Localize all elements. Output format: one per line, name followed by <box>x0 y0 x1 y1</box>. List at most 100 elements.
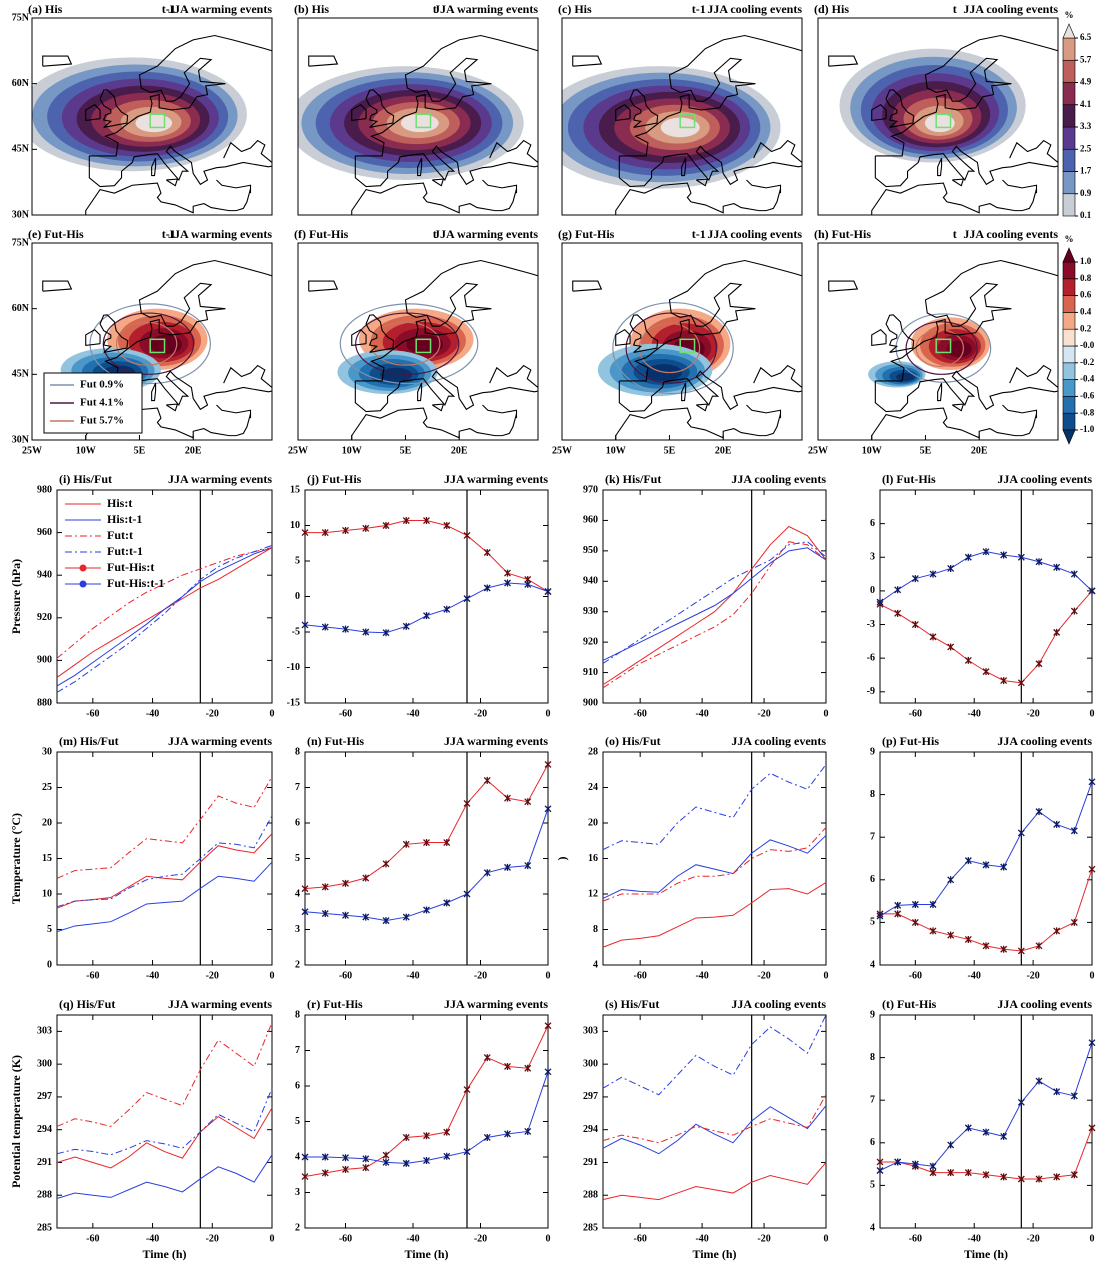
marker <box>544 1068 552 1076</box>
marker <box>504 794 511 802</box>
series-line <box>602 547 827 661</box>
series-line <box>305 1071 549 1164</box>
x-tick-label: -40 <box>968 708 981 719</box>
marker <box>443 839 451 847</box>
marker <box>964 656 972 664</box>
contour-area <box>896 372 915 382</box>
series-line <box>305 520 549 592</box>
x-tick-label: -60 <box>86 970 99 981</box>
x-tick-label: -40 <box>695 708 708 719</box>
colorbar-unit: % <box>1065 234 1074 244</box>
marker <box>524 1064 532 1072</box>
marker <box>443 1128 451 1136</box>
marker <box>524 580 532 588</box>
y-tick-label: 930 <box>583 606 598 617</box>
marker <box>463 1086 471 1094</box>
x-tick-label: -40 <box>968 1233 981 1244</box>
marker <box>423 1157 430 1165</box>
x-tick-label: -20 <box>1026 1233 1039 1244</box>
marker <box>911 575 919 583</box>
coastline <box>216 179 252 194</box>
marker <box>929 1162 937 1170</box>
coastline <box>489 364 538 388</box>
marker <box>423 1132 430 1140</box>
coastline <box>216 404 252 419</box>
x-tick-label: -40 <box>146 708 159 719</box>
panel-title: JJA cooling events <box>731 472 826 486</box>
color-band <box>1062 104 1076 128</box>
x-tick-label: 0 <box>1090 1233 1095 1244</box>
marker <box>423 517 430 525</box>
marker <box>964 1124 972 1132</box>
marker <box>342 911 349 919</box>
colorbar-tick-label: 3.3 <box>1080 121 1092 131</box>
x-tick-label: -20 <box>206 970 219 981</box>
marker <box>382 917 390 925</box>
colorbar-tick-label: -0.8 <box>1080 407 1095 417</box>
map-frame <box>31 242 273 441</box>
coastline <box>355 34 538 157</box>
y-tick-label: 5 <box>295 1116 300 1127</box>
marker <box>362 1164 370 1172</box>
y-tick-label: 920 <box>37 612 52 623</box>
color-band <box>1062 23 1076 39</box>
marker <box>1017 1175 1025 1183</box>
marker <box>1035 1077 1043 1085</box>
y-tick-label: 15 <box>42 853 52 864</box>
x-tick-label: 0 <box>824 708 829 719</box>
legend-label: Fut 4.1% <box>80 397 124 409</box>
marker <box>342 625 349 633</box>
marker <box>402 517 410 525</box>
coastline <box>619 259 802 382</box>
x-tick-label: 25W <box>808 445 828 456</box>
y-tick-label: 297 <box>37 1091 52 1102</box>
x-tick-label: -40 <box>406 708 419 719</box>
y-tick-label: 8 <box>870 1052 875 1063</box>
panel-title: (j) Fut-His <box>307 472 362 486</box>
plot-frame <box>56 751 273 966</box>
marker <box>362 913 370 921</box>
x-tick-label: -20 <box>757 1233 770 1244</box>
colorbar-tick-label: 0.6 <box>1080 290 1092 300</box>
marker <box>483 1133 491 1141</box>
coastline <box>885 89 915 128</box>
panel-title: JJA warming events <box>434 2 538 16</box>
coastline <box>828 55 859 67</box>
map-panel <box>308 259 538 440</box>
legend-label: His:t <box>107 496 132 510</box>
color-band <box>1062 37 1076 61</box>
panel-title: (o) His/Fut <box>605 734 661 748</box>
x-tick-label: 10W <box>76 445 96 456</box>
y-tick-label: 4 <box>870 1222 875 1233</box>
x-tick-label: 5E <box>920 445 932 456</box>
x-tick-label: -60 <box>909 1233 922 1244</box>
target-box <box>935 338 952 354</box>
panel-title: JJA cooling events <box>963 227 1058 241</box>
x-tick-label: 25W <box>288 445 308 456</box>
x-tick-label: 0 <box>824 1233 829 1244</box>
coastline <box>753 139 802 163</box>
x-tick-label: -40 <box>146 1233 159 1244</box>
contour-area <box>946 340 972 358</box>
y-tick-label: 950 <box>583 545 598 556</box>
coastline <box>99 314 129 353</box>
panel-title: (i) His/Fut <box>59 472 112 486</box>
contour-area <box>915 329 965 368</box>
map-frame <box>297 242 539 441</box>
marker <box>894 910 902 918</box>
marker <box>929 927 937 935</box>
marker <box>362 628 370 636</box>
y-tick-label: 288 <box>37 1190 52 1201</box>
coastline <box>875 34 1058 157</box>
x-tick-label: -20 <box>474 1233 487 1244</box>
panel-title: JJA warming events <box>434 227 538 241</box>
map-frame <box>817 242 1059 441</box>
coastline <box>85 182 252 215</box>
target-box <box>935 113 952 129</box>
marker <box>929 633 937 641</box>
coastline <box>351 407 518 440</box>
x-tick-label: -60 <box>633 970 646 981</box>
marker <box>964 553 972 561</box>
map-panel <box>298 34 538 215</box>
coastline <box>753 364 802 388</box>
